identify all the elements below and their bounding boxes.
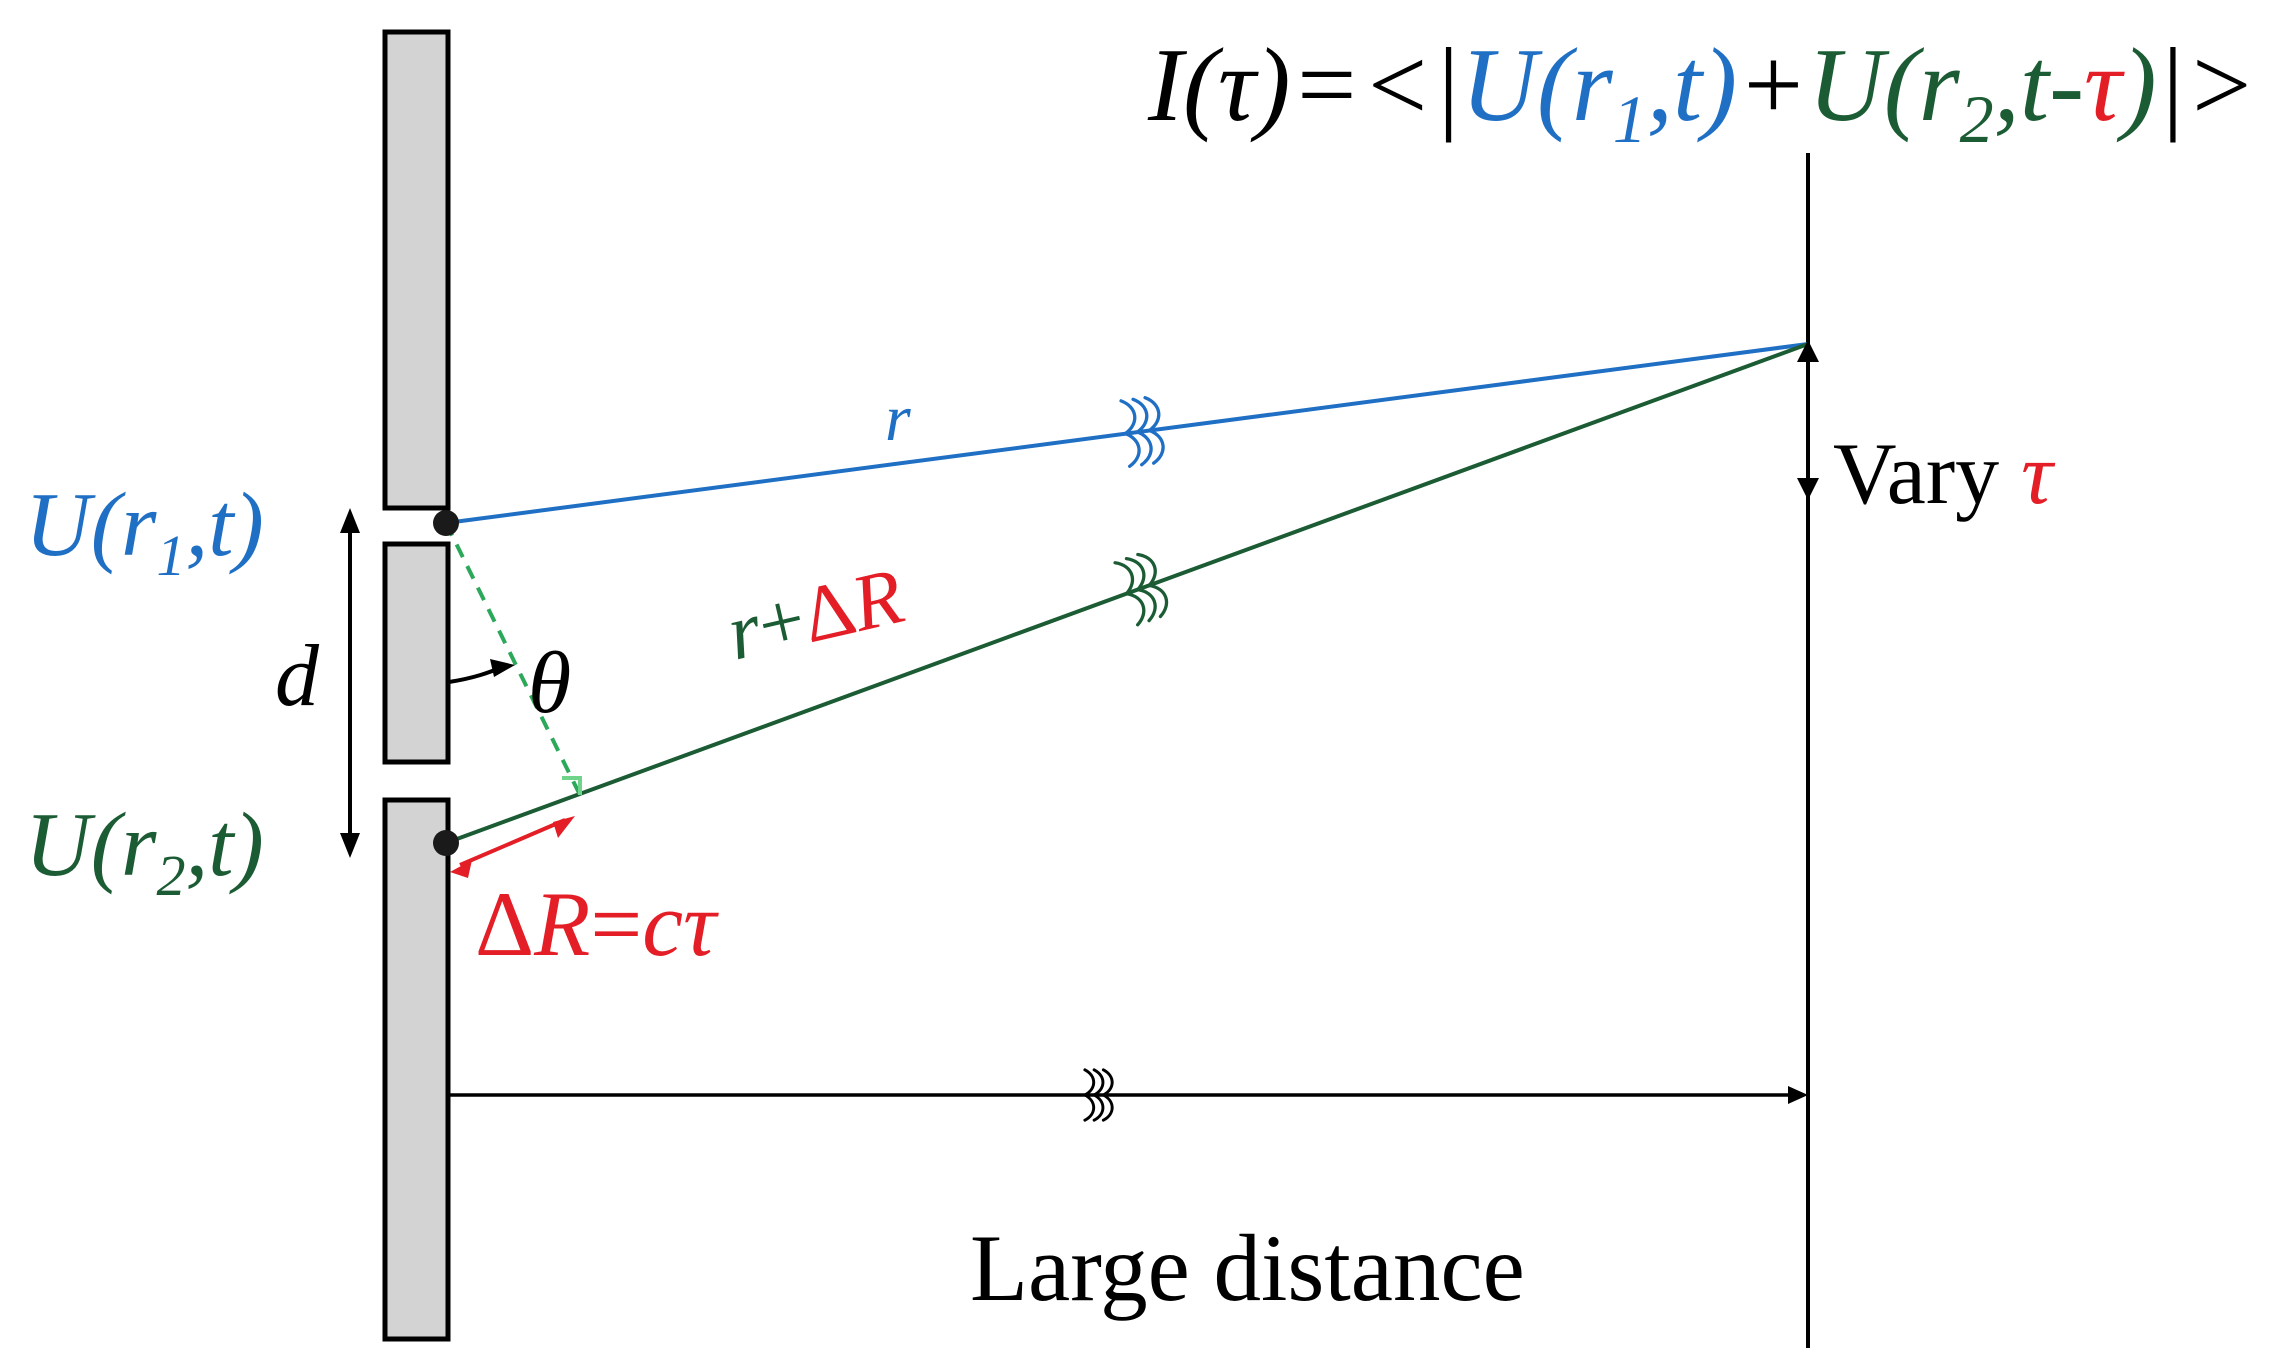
svg-text:r: r	[885, 382, 911, 455]
svg-text:ΔR=cτ: ΔR=cτ	[475, 873, 719, 975]
svg-text:Large distance: Large distance	[970, 1215, 1525, 1321]
svg-text:U(r1,t): U(r1,t)	[25, 474, 264, 588]
svg-text:θ: θ	[528, 635, 571, 732]
svg-text:U(r2,t): U(r2,t)	[25, 794, 264, 908]
svg-text:I(τ)=<|U(r1,t)+U(r2,t-τ)|>: I(τ)=<|U(r1,t)+U(r2,t-τ)|>	[1147, 26, 2256, 157]
svg-text:d: d	[275, 628, 320, 725]
svg-text:Vary τ: Vary τ	[1833, 426, 2056, 523]
